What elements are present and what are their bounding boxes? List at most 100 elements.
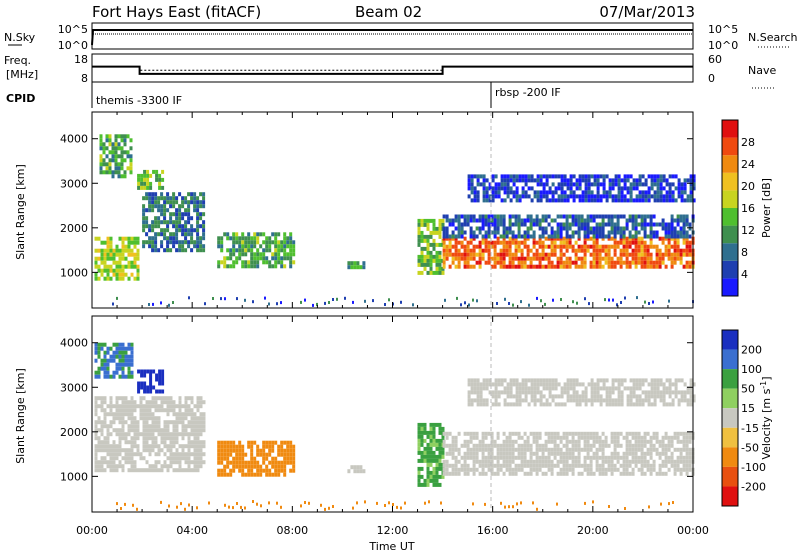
power-cell	[679, 214, 683, 219]
velocity-cell	[178, 404, 182, 409]
velocity-cell	[100, 346, 104, 351]
velocity-cell	[172, 428, 176, 433]
power-cell	[619, 234, 623, 239]
power-cell	[590, 194, 594, 199]
power-cell	[634, 240, 638, 245]
velocity-cell	[163, 428, 167, 433]
power-colorbar-frame	[721, 119, 739, 297]
power-cell	[677, 194, 681, 199]
power-cell	[689, 190, 693, 195]
velocity-cell	[271, 472, 275, 477]
power-cell	[454, 256, 458, 261]
power-cell	[265, 244, 269, 249]
velocity-cell	[202, 416, 206, 421]
power-cell	[181, 216, 185, 221]
velocity-cell	[158, 377, 162, 382]
power-cell	[601, 218, 605, 223]
velocity-cell	[253, 472, 257, 477]
power-cell	[146, 169, 150, 174]
power-cell	[202, 196, 206, 201]
velocity-cell	[115, 346, 119, 351]
power-cell	[517, 218, 521, 223]
power-cell	[196, 200, 200, 205]
power-cell	[611, 198, 615, 203]
power-cell	[545, 174, 549, 179]
power-cell	[109, 240, 113, 245]
power-cell	[517, 256, 521, 261]
power-cell	[682, 240, 686, 245]
power-cell	[469, 256, 473, 261]
velocity-cell	[475, 443, 479, 448]
velocity-cell	[637, 459, 641, 464]
power-cell	[476, 190, 480, 195]
velocity-colorbar-swatch	[722, 408, 738, 428]
velocity-cell	[686, 390, 690, 395]
power-cell	[682, 222, 686, 227]
power-cell	[157, 208, 161, 213]
velocity-cell	[577, 471, 581, 476]
power-cell	[103, 240, 107, 245]
velocity-cell	[103, 448, 107, 453]
power-cell	[475, 226, 479, 231]
velocity-cell	[229, 472, 233, 477]
power-cell	[130, 252, 134, 257]
power-cell	[463, 260, 467, 265]
power-cell	[521, 186, 525, 191]
velocity-cell	[572, 394, 576, 399]
power-cell	[114, 138, 118, 143]
power-cell	[481, 226, 485, 231]
power-cell	[686, 194, 690, 199]
velocity-cell	[598, 435, 602, 440]
power-cell	[665, 190, 669, 195]
power-cell	[142, 212, 146, 217]
velocity-cell	[551, 386, 555, 391]
velocity-cell	[121, 408, 125, 413]
velocity-cell	[682, 443, 686, 448]
velocity-cell	[479, 390, 483, 395]
power-cell	[559, 244, 563, 249]
velocity-cell	[100, 448, 104, 453]
velocity-cell	[265, 464, 269, 469]
velocity-cell	[538, 463, 542, 468]
velocity-cell	[166, 408, 170, 413]
power-cell	[514, 240, 518, 245]
velocity-cell	[631, 471, 635, 476]
velocity-cell	[154, 420, 158, 425]
power-cell	[523, 218, 527, 223]
power-cell	[181, 224, 185, 229]
power-y-tick-label: 2000	[60, 222, 88, 235]
velocity-cell	[423, 450, 427, 455]
power-cell	[109, 268, 113, 273]
power-cell	[256, 264, 260, 269]
power-cell	[120, 158, 124, 163]
power-cell	[685, 230, 689, 235]
velocity-cell	[583, 447, 587, 452]
power-cell	[674, 198, 678, 203]
velocity-cell	[491, 402, 495, 407]
power-cell	[217, 244, 221, 249]
power-cell	[280, 240, 284, 245]
velocity-cell	[677, 378, 681, 383]
velocity-cell	[466, 451, 470, 456]
velocity-cell	[130, 358, 134, 363]
velocity-cell	[229, 444, 233, 449]
power-cell	[619, 230, 623, 235]
power-cell	[475, 234, 479, 239]
velocity-cell	[445, 463, 449, 468]
power-ground-scatter	[276, 302, 278, 306]
velocity-cell	[604, 455, 608, 460]
velocity-cell	[652, 431, 656, 436]
velocity-cell	[154, 464, 158, 469]
velocity-cell	[146, 389, 150, 394]
power-cell	[548, 186, 552, 191]
velocity-cell	[688, 447, 692, 452]
power-cell	[529, 214, 533, 219]
power-cell	[154, 232, 158, 237]
velocity-cell	[634, 459, 638, 464]
power-cell	[635, 182, 639, 187]
power-cell	[356, 261, 360, 266]
velocity-cell	[229, 448, 233, 453]
power-cell	[580, 264, 584, 269]
power-cell	[445, 236, 449, 241]
power-cell	[435, 270, 439, 275]
